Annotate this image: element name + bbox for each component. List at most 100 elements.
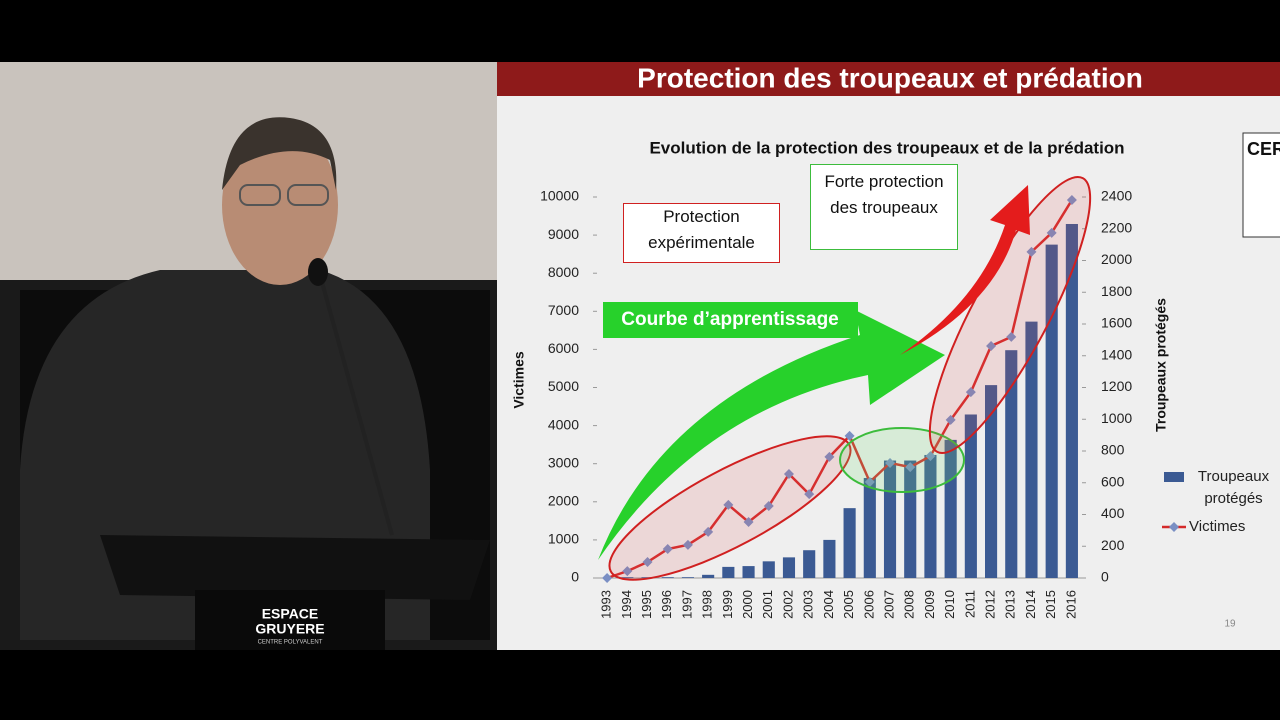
y2-axis-title: Troupeaux protégés (1153, 298, 1169, 432)
marker (783, 468, 794, 479)
bar (681, 577, 694, 578)
bar (621, 577, 634, 578)
bar (843, 508, 856, 578)
marker (986, 340, 997, 351)
y2-tick-label: 600 (1101, 473, 1125, 489)
x-tick-label: 2015 (1043, 590, 1058, 619)
x-tick-label: 1995 (639, 590, 654, 619)
y-tick-label: 0 (571, 569, 579, 585)
marker (1066, 195, 1077, 206)
logo (1242, 132, 1280, 238)
marker (642, 556, 653, 567)
x-tick-label: 2009 (922, 590, 937, 619)
speaker-head (222, 125, 338, 285)
y2-tick-label: 1600 (1101, 315, 1132, 331)
x-tick-label: 2000 (740, 590, 755, 619)
annotation-banner (603, 302, 858, 338)
annotation-box: Forte protection des troupeaux (810, 164, 958, 250)
y-tick-label: 1000 (548, 531, 579, 547)
x-tick-label: 1998 (700, 590, 715, 619)
bar (904, 460, 917, 578)
marker (703, 526, 714, 537)
marker (662, 544, 673, 555)
x-tick-label: 2005 (841, 590, 856, 619)
bar (985, 385, 998, 578)
legend-swatch (1169, 522, 1179, 532)
bar (742, 566, 755, 578)
glasses (239, 184, 281, 206)
bar (661, 577, 674, 578)
bar (702, 574, 715, 578)
x-tick-label: 2013 (1003, 590, 1018, 619)
marker (864, 476, 875, 487)
y2-tick-label: 1000 (1101, 410, 1132, 426)
y-tick-label: 7000 (548, 302, 579, 318)
y-axis-title: Victimes (511, 351, 527, 409)
annotation-box: Protection expérimentale (623, 203, 780, 263)
marker (844, 430, 855, 441)
marker (602, 573, 613, 583)
arrow (900, 185, 1030, 355)
marker (1046, 227, 1057, 238)
y-tick-label: 6000 (548, 340, 579, 356)
x-tick-label: 2010 (942, 590, 957, 619)
marker (905, 462, 916, 473)
lectern (195, 590, 385, 650)
y2-tick-label: 2200 (1101, 219, 1132, 235)
x-tick-label: 2003 (801, 590, 816, 619)
marker (945, 414, 956, 425)
marker (925, 451, 936, 462)
legend-label: Troupeaux protégés (1197, 468, 1270, 507)
bar (964, 414, 977, 578)
marker (743, 516, 754, 527)
bar (782, 557, 796, 578)
highlight-ellipse (608, 435, 852, 581)
x-tick-label: 1997 (679, 590, 694, 619)
y2-tick-label: 1800 (1101, 283, 1132, 299)
marker (622, 566, 633, 577)
bar (1005, 350, 1018, 578)
marker (804, 489, 815, 500)
x-tick-label: 2002 (780, 590, 795, 619)
x-tick-label: 2006 (861, 590, 876, 619)
x-tick-label: 2007 (881, 590, 896, 619)
x-tick-label: 1999 (720, 590, 735, 619)
lectern-logo: ESPACE (262, 606, 319, 622)
x-tick-label: 1996 (659, 590, 674, 619)
speaker-hair (222, 117, 337, 190)
glasses (287, 184, 329, 206)
x-tick-label: 2016 (1063, 590, 1078, 619)
x-tick-label: 2012 (983, 590, 998, 619)
y-tick-label: 10000 (540, 188, 579, 204)
bar (722, 566, 735, 578)
plot: 0100020003000400050006000700080009000100… (540, 188, 1132, 619)
marker (723, 499, 734, 510)
y-tick-label: 8000 (548, 264, 579, 280)
lectern-top (100, 535, 490, 600)
microphone (318, 274, 394, 536)
lectern-logo: CENTRE POLYVALENT (258, 640, 323, 646)
annotation-text: Courbe d’apprentissage (621, 309, 839, 330)
y-tick-label: 4000 (548, 416, 579, 432)
microphone-head (308, 258, 328, 286)
bar (883, 460, 897, 578)
x-tick-label: 1994 (619, 590, 634, 619)
bar (1045, 244, 1058, 578)
bar (863, 477, 876, 578)
y2-tick-label: 1200 (1101, 378, 1132, 394)
bar (762, 561, 775, 578)
chart-title: Evolution de la protection des troupeaux… (649, 138, 1124, 157)
y2-tick-label: 400 (1101, 505, 1125, 521)
arrow (598, 310, 945, 560)
marker (682, 539, 693, 550)
y-tick-label: 3000 (548, 454, 579, 470)
logo-text: CERF (1247, 139, 1280, 159)
legend-label: Victimes (1189, 518, 1246, 535)
slide-header (497, 62, 1280, 96)
marker (1006, 331, 1017, 342)
bar (944, 439, 957, 578)
marker (1026, 246, 1037, 257)
legend-swatch (1164, 472, 1184, 482)
y2-tick-label: 2400 (1101, 188, 1132, 204)
